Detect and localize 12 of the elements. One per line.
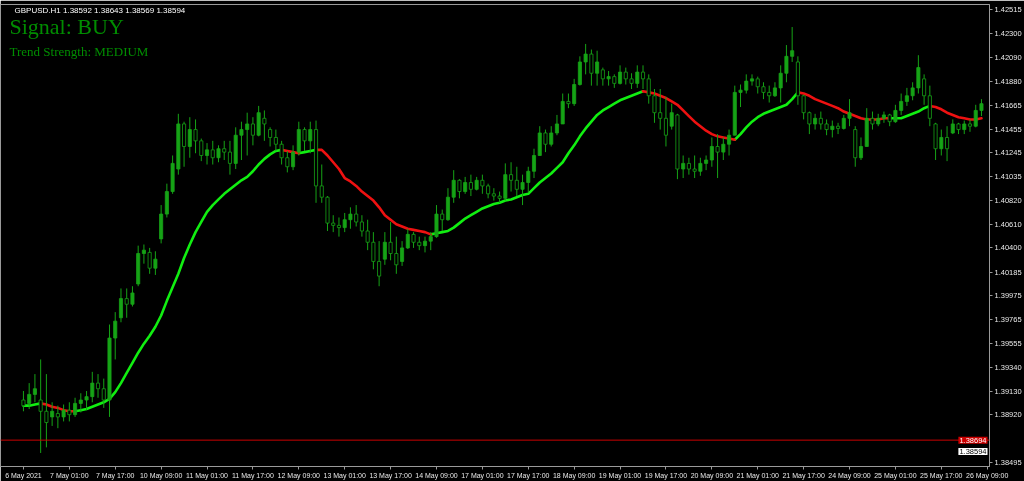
candlestick (646, 73, 651, 105)
candlestick (968, 118, 972, 133)
candlestick (641, 64, 645, 90)
chart-title: GBPUSD.H1 1.38592 1.38643 1.38569 1.38594 (14, 5, 186, 15)
candlestick (268, 126, 273, 147)
annotation: Signal: BUY (9, 13, 124, 39)
candlestick (32, 373, 37, 403)
candlestick (859, 136, 863, 161)
candlestick (445, 187, 450, 222)
candlestick (750, 73, 754, 87)
candlestick (927, 85, 932, 127)
annotation: Trend Strength: MEDIUM (9, 43, 149, 59)
